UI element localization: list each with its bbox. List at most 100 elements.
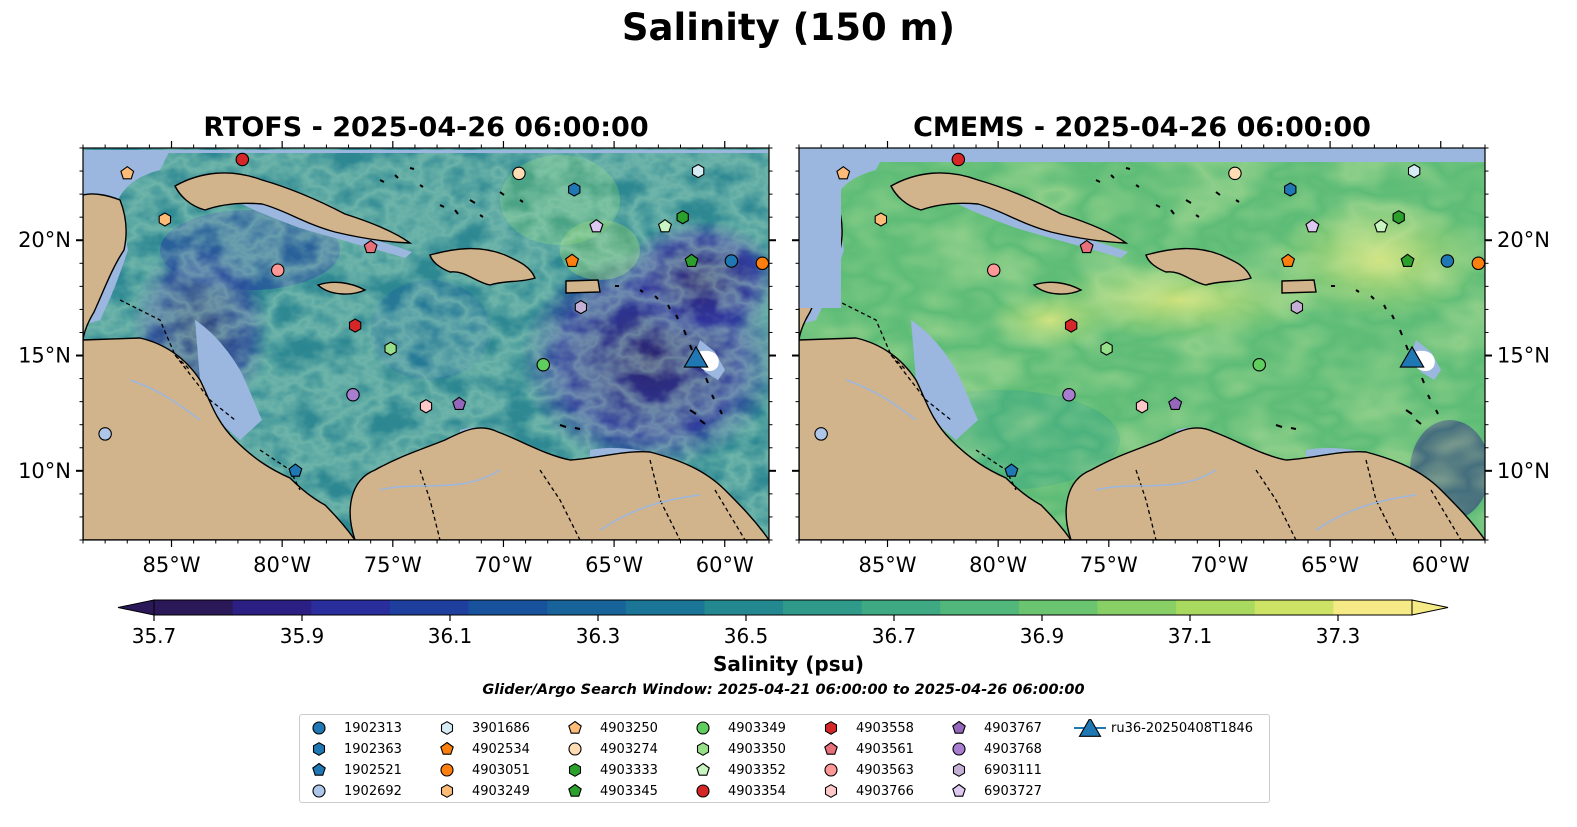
legend-item-1902313: 1902313 bbox=[310, 719, 402, 737]
float-marker-4903250 bbox=[120, 166, 135, 180]
y-tick-label: 15°N bbox=[18, 344, 71, 368]
colorbar-bin bbox=[232, 600, 312, 615]
float-marker-4903354 bbox=[951, 152, 966, 167]
legend-marker bbox=[696, 721, 710, 735]
legend-symbol bbox=[312, 721, 326, 735]
x-tick-label: 70°W bbox=[1190, 553, 1248, 577]
float-marker-1902313 bbox=[724, 254, 739, 268]
colorbar: 35.7 35.9 36.1 36.3 36.5 36.7 36.9 37.1 37.3 bbox=[117, 599, 1449, 648]
float-marker-4903768 bbox=[1062, 387, 1076, 402]
x-tick-label: 60°W bbox=[1412, 553, 1470, 577]
legend-label: 3901686 bbox=[472, 720, 530, 736]
legend-glider-triangle bbox=[1078, 716, 1102, 737]
cmems-panel-title: CMEMS - 2025-04-26 06:00:00 bbox=[913, 112, 1371, 143]
float-marker-1902692 bbox=[814, 427, 828, 441]
colorbar-tick-label: 36.3 bbox=[576, 624, 621, 648]
colorbar-bin bbox=[783, 600, 863, 615]
y-tick-label: 20°N bbox=[1497, 228, 1550, 252]
legend-symbol bbox=[696, 784, 710, 798]
y-tick-label: 15°N bbox=[1497, 344, 1550, 368]
legend-marker bbox=[696, 762, 710, 776]
float-marker-4902534 bbox=[1281, 253, 1296, 267]
legend-item-4903767: 4903767 bbox=[950, 719, 1042, 737]
legend-label: 4903766 bbox=[856, 783, 914, 799]
legend-item-4903768: 4903768 bbox=[950, 740, 1042, 758]
legend-item-6903727: 6903727 bbox=[950, 782, 1042, 800]
legend-marker bbox=[696, 784, 710, 798]
legend-item-1902692: 1902692 bbox=[310, 782, 402, 800]
legend-label: 4903350 bbox=[728, 741, 786, 757]
legend-label: 4902534 bbox=[472, 741, 530, 757]
float-marker-1902521 bbox=[1004, 463, 1019, 477]
legend-marker bbox=[568, 720, 582, 734]
legend-label: 4903345 bbox=[600, 783, 658, 799]
float-marker-4903766 bbox=[1135, 399, 1149, 414]
float-marker-4903345 bbox=[684, 253, 699, 267]
legend-symbol bbox=[952, 720, 966, 734]
legend-item-ru36-20250408T1846: ru36-20250408T1846 bbox=[1073, 716, 1254, 737]
legend-label: 4903352 bbox=[728, 762, 786, 778]
float-marker-1902692 bbox=[98, 427, 112, 441]
float-marker-1902521 bbox=[288, 463, 303, 477]
legend-marker bbox=[312, 742, 326, 756]
float-marker-4903767 bbox=[452, 396, 467, 410]
float-marker-6903727 bbox=[1305, 219, 1320, 233]
legend-item-6903111: 6903111 bbox=[950, 761, 1042, 779]
colorbar-bin bbox=[1254, 600, 1334, 615]
rtofs-map bbox=[83, 148, 769, 540]
float-marker-1902363 bbox=[1284, 182, 1297, 197]
legend-label: 4903561 bbox=[856, 741, 914, 757]
legend-marker bbox=[312, 762, 326, 776]
legend-item-4903563: 4903563 bbox=[822, 761, 914, 779]
x-tick-label: 75°W bbox=[364, 553, 422, 577]
legend-marker bbox=[824, 741, 838, 755]
legend-label: 4903354 bbox=[728, 783, 786, 799]
float-marker-4903766 bbox=[419, 399, 433, 414]
legend-marker bbox=[824, 784, 838, 798]
legend-marker bbox=[312, 784, 326, 798]
float-marker-4903354 bbox=[235, 152, 250, 167]
legend-marker bbox=[1074, 716, 1106, 737]
float-marker-4903274 bbox=[1228, 166, 1242, 181]
legend-symbol bbox=[440, 784, 454, 798]
search-window-text: Glider/Argo Search Window: 2025-04-21 06… bbox=[482, 682, 1085, 698]
legend-symbol bbox=[312, 784, 326, 798]
colorbar-label: Salinity (psu) bbox=[712, 652, 864, 676]
legend-marker bbox=[440, 763, 454, 777]
float-marker-4903768 bbox=[346, 387, 360, 402]
colorbar-tick-label: 37.3 bbox=[1316, 624, 1361, 648]
float-marker-4903561 bbox=[363, 239, 378, 254]
float-marker-4903345 bbox=[1400, 253, 1415, 267]
float-marker-4903250 bbox=[836, 166, 851, 180]
legend-label: 4903558 bbox=[856, 720, 914, 736]
legend-label: ru36-20250408T1846 bbox=[1111, 720, 1254, 736]
colorbar-tick-label: 36.5 bbox=[724, 624, 769, 648]
colorbar-tick-label: 36.7 bbox=[872, 624, 917, 648]
colorbar-bin bbox=[940, 600, 1020, 615]
legend-label: 6903111 bbox=[984, 762, 1042, 778]
y-tick-label: 10°N bbox=[1497, 459, 1550, 483]
x-tick-label: 65°W bbox=[1301, 553, 1359, 577]
float-marker-4903249 bbox=[874, 212, 888, 227]
legend-item-4903250: 4903250 bbox=[566, 719, 658, 737]
legend-item-4903345: 4903345 bbox=[566, 782, 658, 800]
float-marker-6903727 bbox=[589, 219, 604, 233]
colorbar-bin bbox=[704, 600, 784, 615]
legend-label: 6903727 bbox=[984, 783, 1042, 799]
float-marker-4903051 bbox=[1471, 256, 1485, 271]
x-tick-label: 60°W bbox=[696, 553, 754, 577]
colorbar-bin bbox=[1333, 600, 1413, 615]
legend-label: 4903349 bbox=[728, 720, 786, 736]
legend-symbol bbox=[824, 784, 838, 798]
legend-marker bbox=[568, 783, 582, 797]
float-marker-6903111 bbox=[1290, 299, 1304, 315]
x-tick-label: 70°W bbox=[474, 553, 532, 577]
legend-marker bbox=[568, 763, 582, 777]
legend: 1902313 1902363 1902521 1902692 3901686 49025… bbox=[299, 714, 1270, 803]
legend-item-4903350: 4903350 bbox=[694, 740, 786, 758]
legend-marker bbox=[440, 741, 454, 755]
legend-symbol bbox=[568, 763, 582, 777]
legend-label: 1902692 bbox=[344, 783, 402, 799]
map-panels: 85°W 80°W 75°W 70°W 65°W 60°W 20°N 15°N 10°N 85°W… bbox=[18, 141, 1550, 577]
float-marker-4903349 bbox=[536, 358, 551, 372]
